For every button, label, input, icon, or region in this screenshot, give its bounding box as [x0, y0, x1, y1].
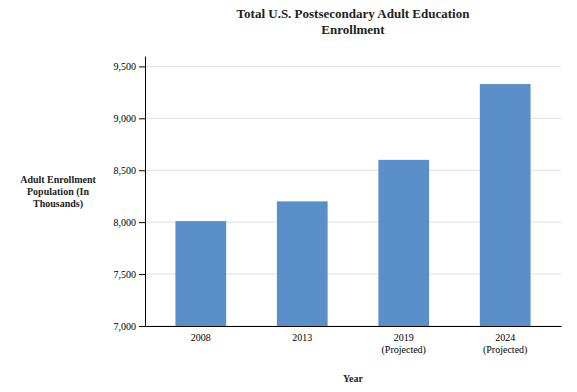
text-line: 2019	[394, 332, 414, 343]
plot: 7,000 7,500 8,000 8,500 9,000 9,500 2008 2013 20…	[114, 57, 562, 356]
tick-mark	[139, 274, 145, 275]
tick-mark	[139, 118, 145, 119]
bar	[277, 201, 328, 326]
tick-label: 7,000	[114, 321, 137, 332]
tick-label: 2008	[191, 332, 211, 343]
text-line: Enrollment	[321, 22, 385, 37]
y-tick: 8,000	[114, 217, 146, 228]
chart: 7,000 7,500 8,000 8,500 9,000 9,500 2008 2013 20…	[0, 0, 577, 392]
y-tick: 8,500	[114, 165, 146, 176]
tick-label: 2024(Projected)	[483, 332, 527, 356]
grid	[145, 66, 561, 326]
chart-container: 7,000 7,500 8,000 8,500 9,000 9,500 2008 2013 20…	[0, 0, 577, 392]
tick-mark	[139, 66, 145, 67]
bar	[175, 221, 226, 326]
text-line: (Projected)	[382, 344, 426, 356]
tick-label: 8,500	[114, 165, 137, 176]
text-line: (Projected)	[483, 344, 527, 356]
x-tick: 2013	[292, 332, 312, 343]
bar	[480, 84, 531, 326]
x-axis-title: Year	[343, 373, 364, 384]
y-axis-title: Adult EnrollmentPopulation (InThousands)	[20, 174, 96, 210]
y-tick: 9,000	[114, 113, 146, 124]
axis-domain	[146, 326, 562, 327]
text-line: 2013	[292, 332, 312, 343]
tick-label: 2013	[292, 332, 312, 343]
text-line: Thousands)	[33, 198, 83, 210]
bars	[175, 84, 530, 326]
bar	[378, 160, 429, 326]
x-tick: 2024(Projected)	[483, 332, 527, 356]
x-axis: 200820132019(Projected)2024(Projected)	[146, 327, 562, 356]
grid-line	[145, 66, 561, 67]
text-line: Adult Enrollment	[20, 174, 96, 185]
tick-mark	[139, 170, 145, 171]
title: Total U.S. Postsecondary Adult Education…	[237, 6, 471, 37]
x-tick: 2019(Projected)	[382, 332, 426, 356]
tick-label: 8,000	[114, 217, 137, 228]
text-line: Population (In	[27, 186, 89, 198]
tick-label: 9,500	[114, 61, 137, 72]
y-tick: 7,500	[114, 269, 146, 280]
tick-label: 2019(Projected)	[382, 332, 426, 356]
tick-mark	[139, 222, 145, 223]
text-line: 2024	[495, 332, 515, 343]
tick-label: 7,500	[114, 269, 137, 280]
y-axis: 7,000 7,500 8,000 8,500 9,000 9,500	[114, 57, 146, 332]
axis-domain	[145, 57, 146, 327]
tick-label: 9,000	[114, 113, 137, 124]
text-line: 2008	[191, 332, 211, 343]
tick-mark	[139, 326, 145, 327]
y-tick: 7,000	[114, 321, 146, 332]
text-line: Total U.S. Postsecondary Adult Education	[237, 6, 471, 21]
x-tick: 2008	[191, 332, 211, 343]
y-tick: 9,500	[114, 61, 146, 72]
